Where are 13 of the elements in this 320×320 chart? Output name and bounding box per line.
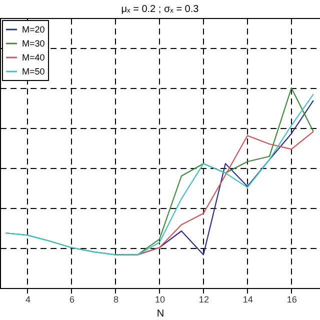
x-tick-label: 10 <box>154 294 165 304</box>
x-tick-label: 14 <box>242 294 253 304</box>
x-tick-label: 6 <box>69 294 74 304</box>
chart-title: μₓ = 0.2 ; σₓ = 0.3 <box>121 4 200 15</box>
x-tick-label: 4 <box>25 294 30 304</box>
legend-label: M=40 <box>22 52 45 62</box>
legend-label: M=30 <box>22 38 45 48</box>
x-tick-label: 16 <box>286 294 297 304</box>
x-tick-label: 12 <box>198 294 209 304</box>
x-axis-title: N <box>156 308 164 320</box>
legend-label: M=20 <box>22 24 45 34</box>
legend-label: M=50 <box>22 66 45 76</box>
x-tick-label: 8 <box>113 294 118 304</box>
